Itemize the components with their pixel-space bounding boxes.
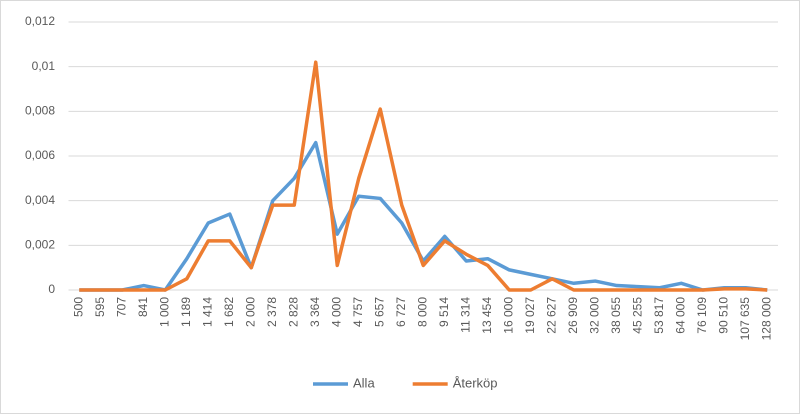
x-tick-label: 11 314 <box>458 297 472 333</box>
x-tick-label: 5 657 <box>372 297 386 327</box>
x-tick-label: 64 000 <box>673 297 687 334</box>
x-tick-label: 2 000 <box>243 297 257 327</box>
x-tick-label: 76 109 <box>695 297 709 334</box>
x-tick-label: 841 <box>136 297 150 317</box>
legend-label: Alla <box>353 375 375 390</box>
x-tick-label: 90 510 <box>716 297 730 334</box>
x-tick-label: 26 909 <box>566 297 580 334</box>
y-tick-label: 0,006 <box>25 148 55 162</box>
x-tick-label: 1 189 <box>179 297 193 327</box>
x-tick-label: 9 514 <box>437 297 451 327</box>
x-tick-label: 4 757 <box>351 297 365 327</box>
x-tick-label: 3 364 <box>308 297 322 327</box>
x-tick-label: 2 828 <box>286 297 300 327</box>
x-tick-label: 595 <box>93 297 107 317</box>
x-tick-label: 500 <box>71 297 85 317</box>
x-tick-label: 16 000 <box>501 297 515 334</box>
x-tick-label: 107 635 <box>738 297 752 341</box>
y-tick-label: 0,01 <box>32 59 56 73</box>
legend-label: Återköp <box>453 375 498 390</box>
x-tick-label: 1 682 <box>222 297 236 327</box>
x-tick-label: 22 627 <box>544 297 558 334</box>
y-tick-label: 0,012 <box>25 14 55 28</box>
y-tick-label: 0,008 <box>25 104 55 118</box>
x-tick-label: 707 <box>114 297 128 317</box>
y-tick-label: 0 <box>48 282 55 296</box>
x-tick-label: 8 000 <box>415 297 429 327</box>
x-tick-label: 53 817 <box>652 297 666 334</box>
x-tick-label: 6 727 <box>394 297 408 327</box>
x-tick-label: 1 000 <box>157 297 171 327</box>
x-tick-label: 45 255 <box>630 297 644 334</box>
y-tick-label: 0,002 <box>25 238 55 252</box>
x-tick-label: 19 027 <box>523 297 537 334</box>
x-tick-label: 2 378 <box>265 297 279 327</box>
x-tick-label: 128 000 <box>759 297 773 341</box>
y-tick-label: 0,004 <box>25 193 55 207</box>
x-tick-label: 13 454 <box>480 297 494 334</box>
x-tick-label: 38 055 <box>609 297 623 334</box>
x-tick-label: 32 000 <box>587 297 601 334</box>
series-line <box>79 60 768 292</box>
x-tick-label: 1 414 <box>200 297 214 327</box>
x-tick-label: 4 000 <box>329 297 343 327</box>
